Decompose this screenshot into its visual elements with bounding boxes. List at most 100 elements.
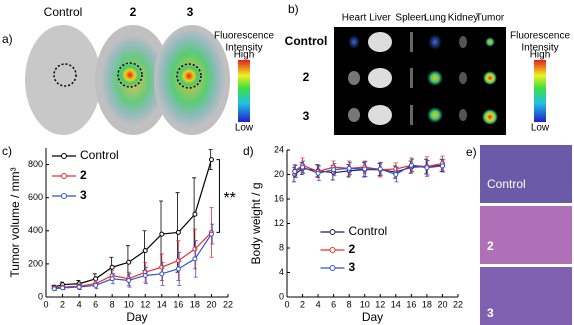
data-point (192, 211, 198, 217)
histology-images (480, 145, 572, 325)
legend-label: Control (349, 224, 388, 238)
legend-label: 2 (349, 242, 356, 256)
row-label: 2 (303, 70, 310, 84)
data-point (109, 264, 115, 270)
data-point (126, 277, 132, 283)
y-tick-label: 16 (274, 193, 284, 203)
legend-label: 3 (349, 260, 356, 274)
y-tick-label: 400 (28, 225, 43, 235)
y-tick-label: 200 (28, 258, 43, 268)
data-point (408, 162, 414, 168)
y-tick-label: 20 (274, 169, 284, 179)
data-point (208, 157, 214, 163)
y-tick-label: 8 (279, 242, 284, 252)
legend-marker (61, 153, 67, 159)
panel-label: a) (2, 32, 13, 46)
data-point (292, 168, 298, 174)
data-point (439, 163, 445, 169)
series-line (54, 159, 213, 288)
organ-images (334, 27, 546, 135)
image-label: Control (487, 177, 526, 191)
data-point (300, 164, 306, 170)
panel-label: b) (288, 2, 299, 16)
legend-marker (329, 265, 336, 271)
x-tick-label: 6 (93, 299, 98, 309)
x-tick-label: 0 (43, 299, 48, 309)
x-tick-label: 10 (360, 299, 370, 309)
x-tick-label: 0 (284, 299, 289, 309)
x-tick-label: 14 (391, 299, 401, 309)
colorbar-title: Intensity (521, 43, 558, 54)
data-point (362, 166, 368, 172)
data-point (93, 282, 99, 288)
organ-label: Heart (342, 13, 367, 24)
data-point (76, 284, 82, 290)
legend-marker (61, 193, 67, 199)
y-tick-label: 600 (28, 192, 43, 202)
x-tick-label: 10 (124, 299, 134, 309)
x-tick-label: 20 (437, 299, 447, 309)
y-tick-label: 4 (279, 267, 284, 277)
organ-label: Tumor (476, 13, 505, 24)
organ-label: Spleen (395, 13, 426, 24)
x-tick-label: 12 (140, 299, 150, 309)
colorbar-title: Fluorescence (510, 31, 570, 42)
row-label: Control (285, 34, 328, 48)
x-tick-label: 22 (223, 299, 233, 309)
data-point (175, 229, 181, 235)
data-point (175, 266, 181, 272)
organ-label: Kidney (448, 13, 479, 24)
data-point (142, 272, 148, 278)
y-tick-label: 12 (274, 218, 284, 228)
y-tick-label: 0 (279, 291, 284, 301)
colorbar-high: High (530, 50, 551, 61)
x-tick-label: 2 (60, 299, 65, 309)
colorbar-low: Low (235, 123, 254, 134)
y-tick-label: 0 (38, 291, 43, 301)
data-point (159, 264, 165, 270)
x-tick-label: 2 (300, 299, 305, 309)
column-label: 3 (187, 5, 194, 19)
mouse-images (25, 25, 250, 135)
organ-label: Liver (369, 13, 391, 24)
y-tick-label: 24 (274, 144, 284, 154)
x-tick-label: 16 (406, 299, 416, 309)
data-point (393, 166, 399, 172)
y-tick-label: 800 (28, 159, 43, 169)
bracket (216, 159, 220, 233)
image-label: 2 (487, 239, 494, 253)
panel-label: c) (2, 144, 12, 158)
significance: ** (223, 190, 235, 207)
data-point (109, 276, 115, 282)
colorbar-title: Fluorescence (214, 31, 274, 42)
colorbar-high: High (234, 50, 255, 61)
x-tick-label: 20 (206, 299, 216, 309)
x-tick-label: 22 (453, 299, 463, 309)
data-point (346, 165, 352, 171)
x-tick-label: 6 (331, 299, 336, 309)
x-tick-label: 8 (110, 299, 115, 309)
x-tick-label: 16 (173, 299, 183, 309)
data-point (142, 248, 148, 254)
x-tick-label: 8 (347, 299, 352, 309)
organ-label: Lung (424, 13, 446, 24)
data-point (159, 231, 165, 237)
x-tick-label: 4 (316, 299, 321, 309)
column-label: Control (44, 5, 83, 19)
data-point (159, 271, 165, 277)
data-point (175, 258, 181, 264)
data-point (424, 165, 430, 171)
x-tick-label: 14 (157, 299, 167, 309)
x-axis-label: Day (362, 310, 383, 324)
data-point (208, 231, 214, 237)
data-point (192, 256, 198, 262)
legend-marker (329, 229, 336, 235)
legend-label: 3 (80, 188, 87, 202)
data-point (126, 259, 132, 265)
x-tick-label: 12 (375, 299, 385, 309)
colorbar-low: Low (531, 123, 550, 134)
data-point (192, 246, 198, 252)
data-point (377, 166, 383, 172)
column-label: 2 (130, 5, 137, 19)
